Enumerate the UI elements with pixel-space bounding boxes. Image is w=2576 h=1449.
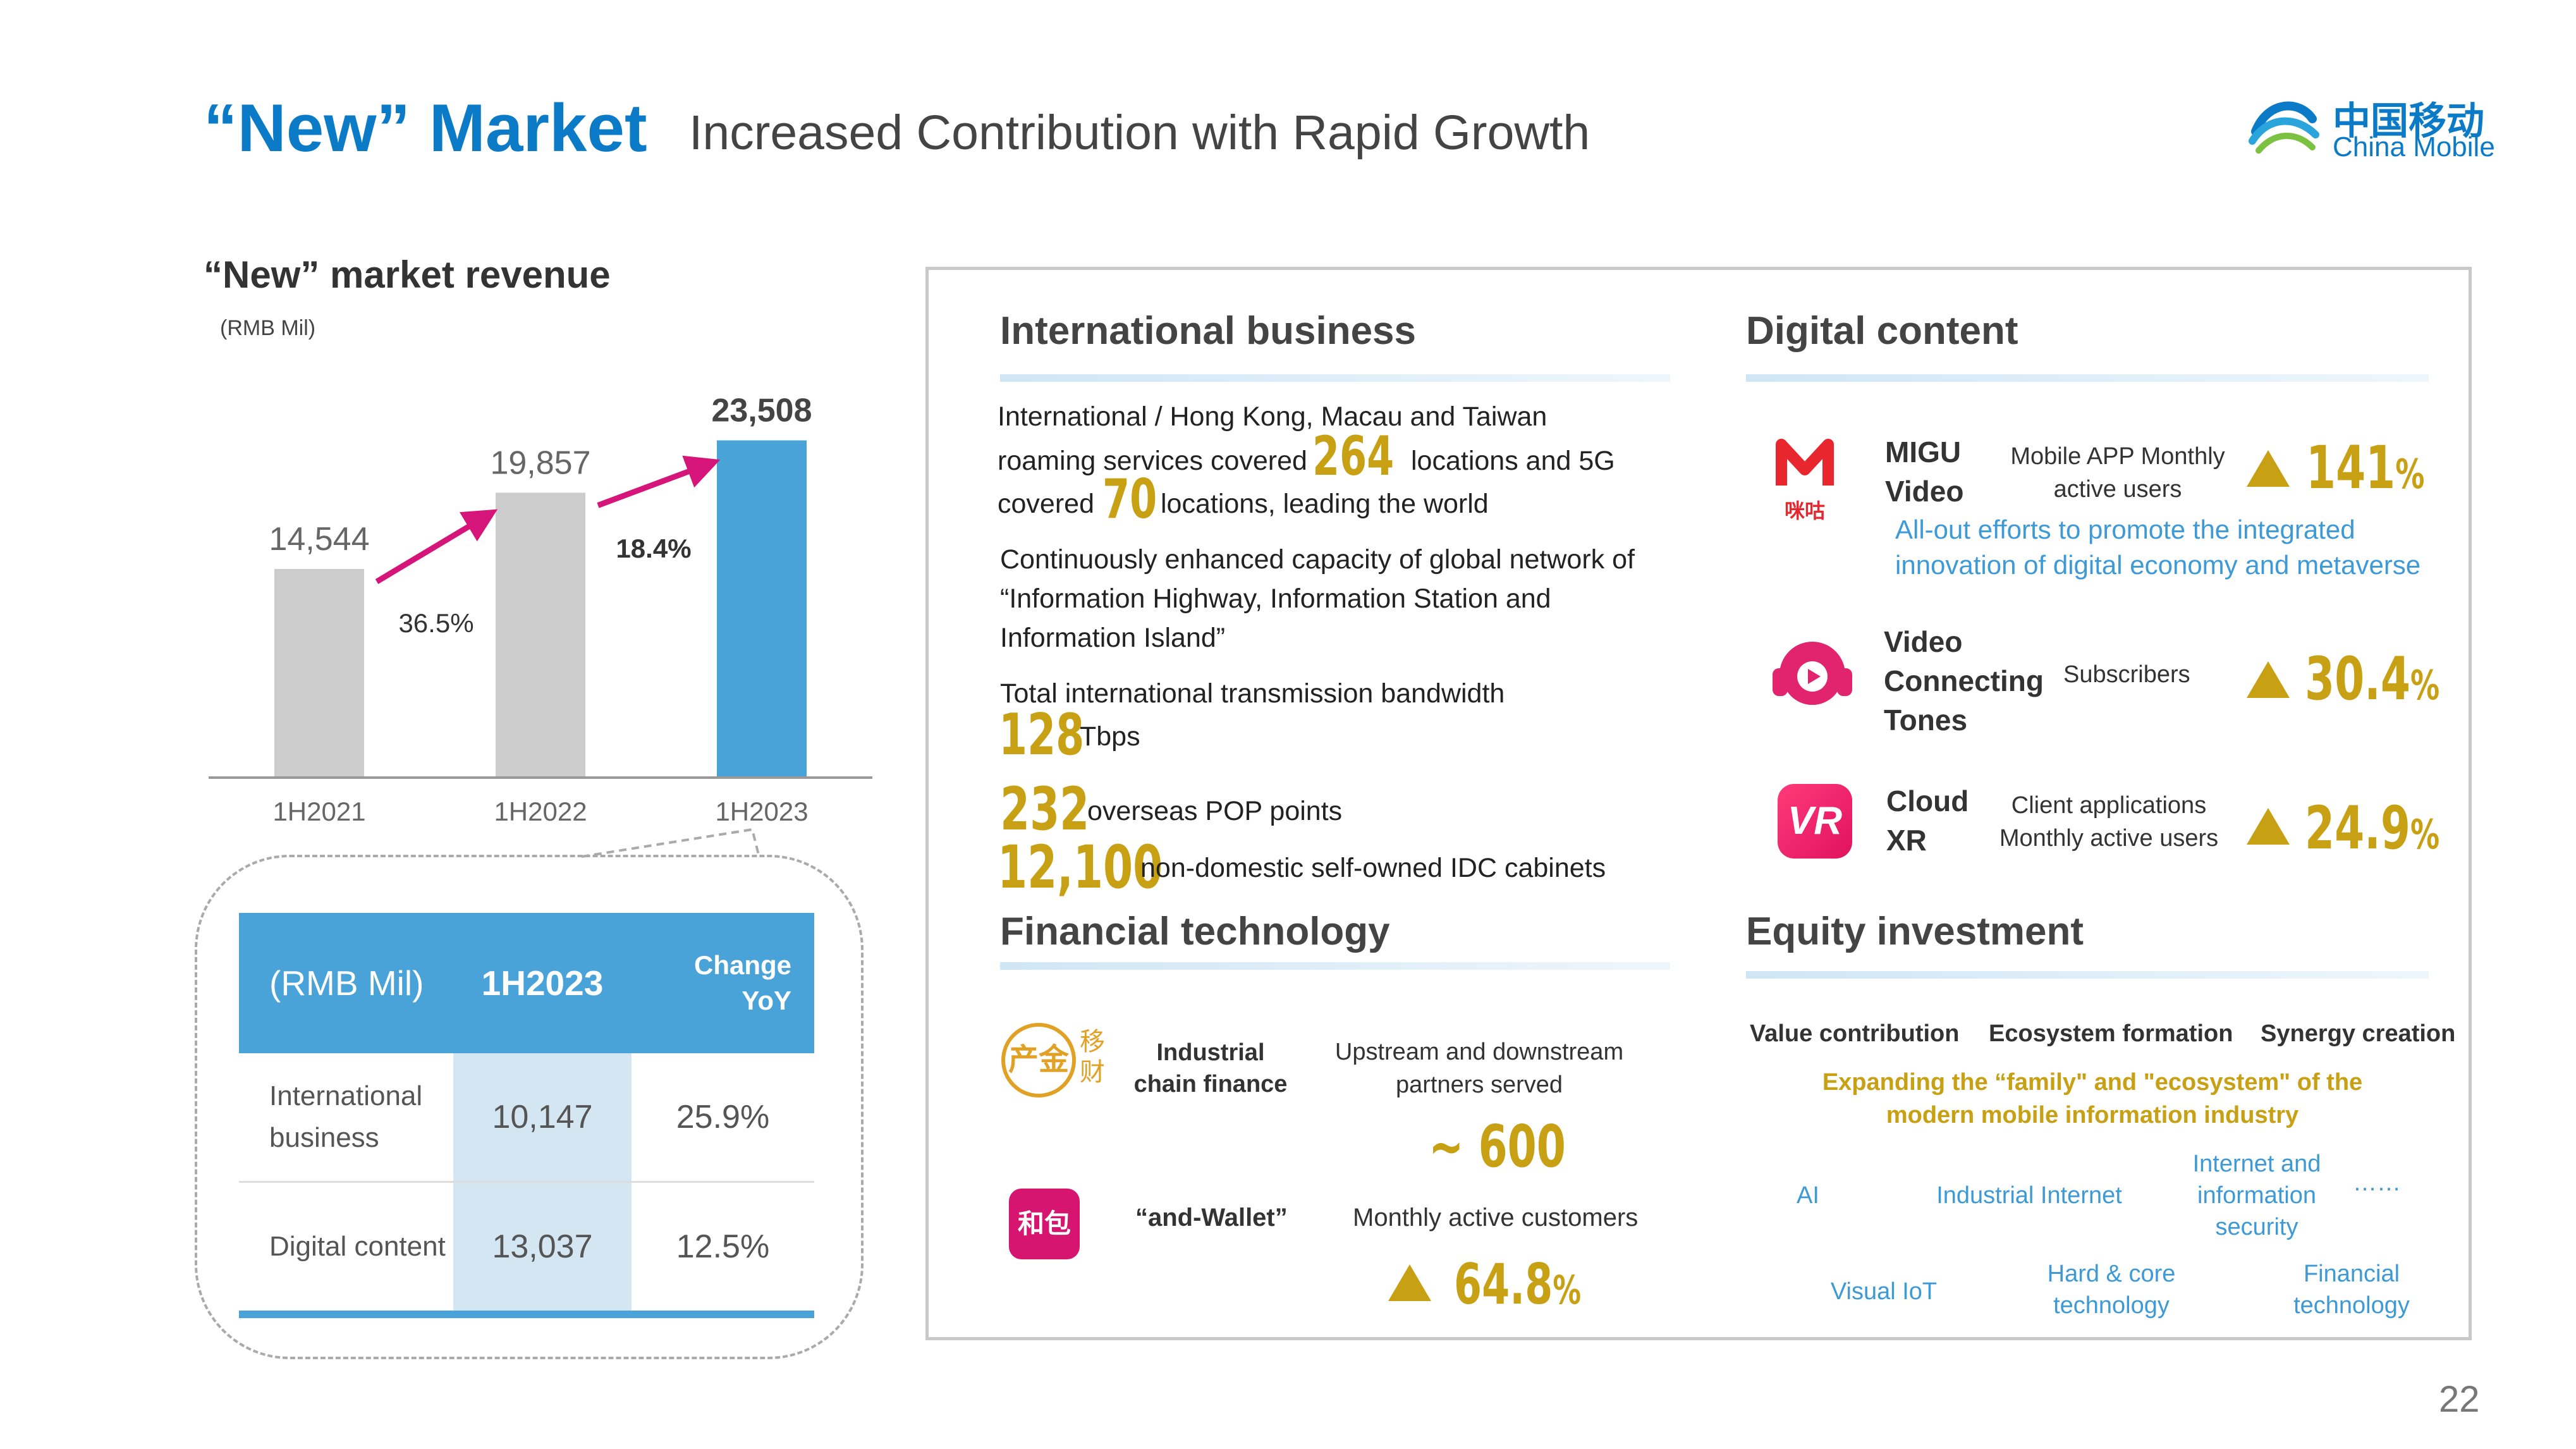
- bar-value-label: 23,508: [711, 393, 812, 429]
- stat-12100: 12,100: [998, 833, 1163, 902]
- intl-para2-line2: “Information Highway, Information Statio…: [1000, 584, 1551, 614]
- digital-item-growth: 141%: [2306, 434, 2425, 503]
- page-number: 22: [2439, 1379, 2480, 1420]
- table-header-period: 1H2023: [453, 913, 632, 1053]
- equity-pillar: Synergy creation: [2261, 1020, 2456, 1047]
- equity-tagline: Expanding the “family" and "ecosystem" o…: [1822, 1069, 2363, 1128]
- growth-label: 18.4%: [616, 534, 691, 563]
- equity-area: Visual IoT: [1830, 1278, 1938, 1305]
- digital-item-name: Video Connecting Tones: [1884, 625, 2044, 737]
- digital-item-growth: 24.9%: [2305, 794, 2440, 863]
- x-tick-label: 1H2023: [715, 797, 808, 826]
- stat-70: 70: [1102, 468, 1157, 531]
- intl-line-2b: locations and 5G: [1411, 446, 1615, 476]
- equity-pillar: Value contribution: [1750, 1020, 1960, 1047]
- intl-line-1: International / Hong Kong, Macau and Tai…: [998, 401, 1547, 432]
- bar-1H2021: [274, 568, 364, 778]
- digital-item-metric: Client applications Monthly active users: [1999, 792, 2219, 852]
- logo-english-text: China Mobile: [2333, 131, 2495, 162]
- up-triangle-icon: [2247, 808, 2290, 845]
- section-title-fintech: Financial technology: [1000, 910, 1390, 953]
- china-mobile-logo-icon: [2249, 101, 2319, 154]
- digital-item-metric: Subscribers: [2063, 661, 2190, 688]
- up-triangle-icon: [2247, 661, 2290, 698]
- chain-finance-desc: Upstream and downstream partners served: [1334, 1039, 1624, 1098]
- intl-pop: overseas POP points: [1087, 796, 1343, 826]
- section-title-digital: Digital content: [1746, 309, 2018, 353]
- page-title: “New” Market: [204, 90, 647, 166]
- cloud-xr-icon: VR: [1778, 784, 1852, 859]
- digital-item-growth: 30.4%: [2305, 645, 2440, 714]
- equity-area: Industrial Internet: [1936, 1182, 2122, 1209]
- stat-264: 264: [1312, 425, 1395, 488]
- table-cell-change: 12.5%: [676, 1228, 770, 1265]
- growth-arrow: [375, 509, 498, 584]
- digital-item-name: MIGU Video: [1885, 436, 1964, 508]
- stat-600: ~ 600: [1429, 1113, 1566, 1180]
- intl-para3: Total international transmission bandwid…: [1000, 678, 1505, 709]
- table-row-label: International business: [269, 1080, 423, 1153]
- table-cell-value: 13,037: [453, 1182, 632, 1314]
- x-tick-label: 1H2021: [272, 797, 365, 826]
- table-row-label: Digital content: [269, 1231, 446, 1262]
- logo-chinese-text: 中国移动: [2333, 100, 2484, 142]
- stat-232: 232: [1000, 775, 1090, 844]
- stat-64-8: 64.8%: [1454, 1252, 1582, 1317]
- intl-line-3a: covered: [998, 489, 1094, 519]
- bar-1H2022: [496, 492, 585, 778]
- chain-finance-icon: 产金 移财: [1001, 1018, 1109, 1106]
- equity-area: Financial technology: [2293, 1261, 2410, 1319]
- chart-unit: (RMB Mil): [220, 316, 316, 340]
- equity-area: Hard & core technology: [2047, 1261, 2176, 1319]
- section-divider: [1000, 374, 1670, 382]
- digital-item-name: Cloud XR: [1886, 785, 1969, 857]
- table-header-unit: (RMB Mil): [239, 913, 453, 1053]
- callout-frame: [195, 855, 864, 1359]
- equity-area: ……: [2353, 1170, 2401, 1196]
- intl-tbps: Tbps: [1080, 721, 1140, 752]
- migu-video-icon: 咪咕: [1770, 435, 1846, 530]
- intl-idc: non-domestic self-owned IDC cabinets: [1140, 853, 1606, 883]
- up-triangle-icon: [2247, 450, 2290, 487]
- bar-value-label: 19,857: [490, 444, 590, 481]
- bar-1H2023: [717, 440, 807, 778]
- revenue-breakdown-table: (RMB Mil) 1H2023 Change YoY Internationa…: [239, 913, 814, 1318]
- page-subtitle: Increased Contribution with Rapid Growth: [689, 106, 1590, 160]
- x-tick-label: 1H2022: [494, 797, 587, 826]
- table-cell-change: 25.9%: [676, 1099, 770, 1135]
- section-title-international: International business: [1000, 309, 1417, 353]
- equity-area: Internet and information security: [2192, 1151, 2321, 1240]
- stat-128: 128: [999, 702, 1085, 768]
- section-divider: [1746, 971, 2429, 979]
- callout-pointer: [581, 828, 760, 858]
- equity-pillar: Ecosystem formation: [1989, 1020, 2233, 1047]
- video-tones-icon: [1765, 633, 1860, 716]
- digital-item-metric: Mobile APP Monthly active users: [2010, 443, 2225, 503]
- chain-finance-label: Industrial chain finance: [1133, 1039, 1288, 1097]
- chart-title: “New” market revenue: [204, 254, 611, 296]
- intl-line-2a: roaming services covered: [998, 446, 1307, 476]
- and-wallet-label: “and-Wallet”: [1135, 1204, 1288, 1232]
- table-cell-value: 10,147: [453, 1053, 632, 1182]
- revenue-bar-chart: 14,544 1H2021 19,857 1H2022 23,508 1H2023 36.5…: [209, 393, 872, 826]
- table-header-change: Change YoY: [632, 913, 814, 1053]
- equity-area: AI: [1797, 1182, 1819, 1209]
- section-divider: [1746, 374, 2429, 382]
- and-wallet-icon: 和包: [1009, 1189, 1080, 1259]
- growth-arrow: [597, 455, 721, 508]
- section-divider: [1000, 962, 1670, 970]
- intl-para2-line3: Information Island”: [1000, 623, 1226, 653]
- section-title-equity: Equity investment: [1746, 910, 2084, 953]
- intl-para2-line1: Continuously enhanced capacity of global…: [1000, 544, 1635, 575]
- digital-note: All-out efforts to promote the integrate…: [1895, 515, 2421, 580]
- highlights-panel: [925, 267, 2472, 1340]
- bar-value-label: 14,544: [269, 521, 369, 558]
- growth-label: 36.5%: [398, 608, 473, 638]
- up-triangle-icon: [1388, 1264, 1431, 1301]
- and-wallet-desc: Monthly active customers: [1353, 1204, 1639, 1232]
- intl-line-3b: locations, leading the world: [1161, 489, 1489, 519]
